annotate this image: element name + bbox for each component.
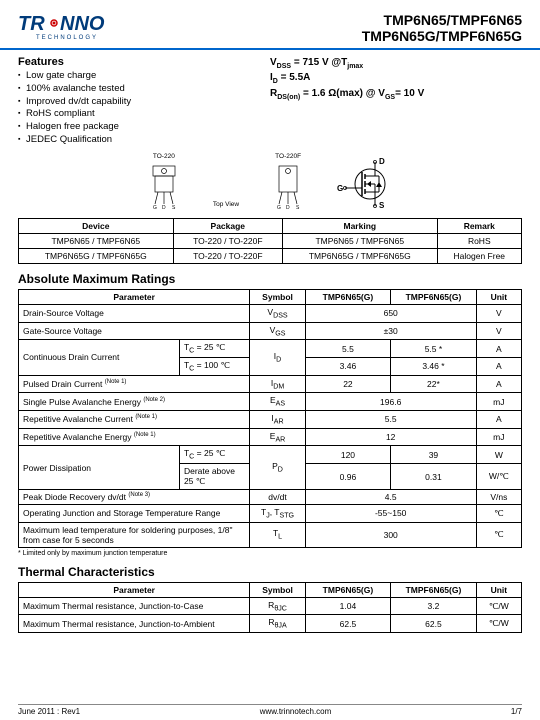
- footer-right: 1/7: [511, 707, 522, 716]
- feature-item: RoHS compliant: [18, 108, 260, 121]
- features-block: Features Low gate charge 100% avalanche …: [18, 56, 260, 147]
- footer: June 2011 : Rev1 www.trinnotech.com 1/7: [18, 704, 522, 716]
- title-block: TMP6N65/TMPF6N65 TMP6N65G/TMPF6N65G: [362, 12, 522, 44]
- feature-item: 100% avalanche tested: [18, 83, 260, 96]
- amr-footnote: * Limited only by maximum junction tempe…: [18, 550, 522, 557]
- mosfet-icon: D S G: [337, 158, 397, 210]
- package-diagrams: TO-220 GDS Top View TO-220F GDS: [18, 153, 522, 210]
- footer-left: June 2011 : Rev1: [18, 707, 80, 716]
- svg-text:D: D: [379, 158, 385, 166]
- svg-text:G: G: [153, 205, 157, 210]
- pkg-to220f: TO-220F GDS: [267, 153, 309, 210]
- svg-text:D: D: [162, 205, 166, 210]
- device-table: DevicePackageMarkingRemark TMP6N65 / TMP…: [18, 218, 522, 264]
- svg-text:NNO: NNO: [60, 13, 105, 35]
- to220f-icon: GD S: [267, 162, 309, 210]
- feature-item: Halogen free package: [18, 121, 260, 134]
- feature-item: Improved dv/dt capability: [18, 96, 260, 109]
- specs-row: Features Low gate charge 100% avalanche …: [18, 56, 522, 147]
- svg-text:D: D: [286, 205, 290, 210]
- amr-title: Absolute Maximum Ratings: [18, 272, 522, 286]
- svg-text:G: G: [277, 205, 281, 210]
- title-line-1: TMP6N65/TMPF6N65: [362, 12, 522, 28]
- key-specs: VDSS = 715 V @Tjmax ID = 5.5A RDS(on) = …: [270, 56, 522, 147]
- svg-text:S: S: [172, 205, 176, 210]
- svg-text:TR: TR: [18, 13, 45, 35]
- amr-table: ParameterSymbolTMP6N65(G)TMPF6N65(G)Unit…: [18, 289, 522, 548]
- mosfet-symbol: D S G: [337, 158, 397, 210]
- svg-text:TECHNOLOGY: TECHNOLOGY: [36, 35, 98, 41]
- header: TR NNO TECHNOLOGY TMP6N65/TMPF6N65 TMP6N…: [18, 12, 522, 44]
- tc-table: ParameterSymbolTMP6N65(G)TMPF6N65(G)Unit…: [18, 582, 522, 633]
- tc-title: Thermal Characteristics: [18, 565, 522, 579]
- title-line-2: TMP6N65G/TMPF6N65G: [362, 28, 522, 44]
- feature-item: JEDEC Qualification: [18, 134, 260, 147]
- pkg-to220: TO-220 GDS: [143, 153, 185, 210]
- svg-text:G: G: [337, 184, 343, 193]
- svg-text:S: S: [379, 201, 385, 210]
- svg-text:S: S: [296, 205, 300, 210]
- feature-item: Low gate charge: [18, 70, 260, 83]
- logo: TR NNO TECHNOLOGY: [18, 12, 128, 44]
- footer-center: www.trinnotech.com: [260, 707, 332, 716]
- to220-icon: GD S: [143, 162, 185, 210]
- logo-svg: TR NNO TECHNOLOGY: [18, 12, 128, 42]
- features-heading: Features: [18, 56, 260, 68]
- pkg-topview: Top View: [213, 201, 239, 210]
- divider-bar: [0, 48, 540, 50]
- features-list: Low gate charge 100% avalanche tested Im…: [18, 70, 260, 147]
